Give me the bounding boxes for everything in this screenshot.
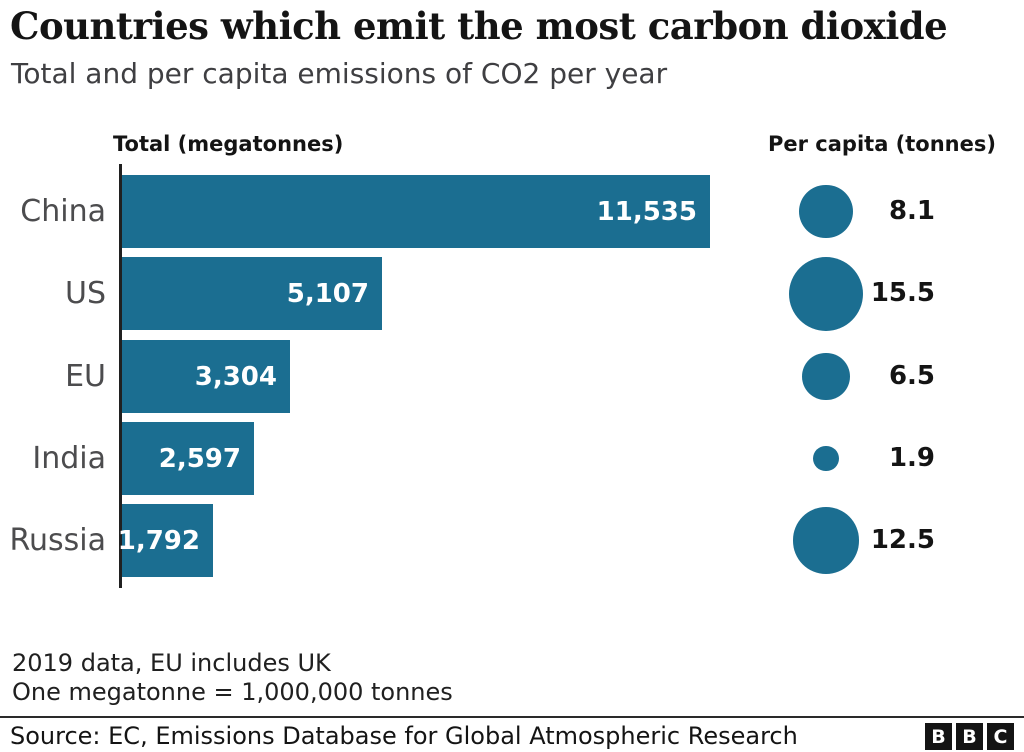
footer-divider xyxy=(0,716,1024,718)
bbc-logo: B B C xyxy=(925,723,1014,750)
percapita-bubble xyxy=(792,507,860,574)
percapita-bubble xyxy=(789,256,863,331)
category-label: US xyxy=(64,276,106,311)
total-bar-value: 3,304 xyxy=(194,361,277,392)
total-bar-value: 11,535 xyxy=(596,196,697,227)
y-axis-line xyxy=(119,164,122,588)
percapita-value: 1.9 xyxy=(888,442,935,473)
page-title: Countries which emit the most carbon dio… xyxy=(10,4,948,48)
total-bar-value: 5,107 xyxy=(286,278,369,309)
footnote-line-1: 2019 data, EU includes UK xyxy=(12,649,331,677)
category-label: EU xyxy=(65,359,106,394)
total-bar: 1,792 xyxy=(118,504,213,577)
category-label: China xyxy=(20,194,106,229)
bbc-logo-letter: B xyxy=(925,723,952,750)
page-subtitle: Total and per capita emissions of CO2 pe… xyxy=(11,57,668,90)
footnotes: 2019 data, EU includes UK One megatonne … xyxy=(12,649,453,707)
category-label: India xyxy=(32,441,106,476)
category-label: Russia xyxy=(9,523,107,558)
percapita-bubble xyxy=(799,184,853,239)
percapita-value: 15.5 xyxy=(870,277,935,308)
total-bar: 3,304 xyxy=(122,340,290,413)
bbc-logo-letter: C xyxy=(987,723,1014,750)
percapita-value: 12.5 xyxy=(870,524,935,555)
percapita-value: 8.1 xyxy=(888,195,935,226)
percapita-bubble xyxy=(813,445,839,472)
bbc-logo-letter: B xyxy=(956,723,983,750)
total-bar: 2,597 xyxy=(122,422,254,495)
total-column-header: Total (megatonnes) xyxy=(113,132,344,156)
total-bar-value: 1,792 xyxy=(117,525,200,556)
footnote-line-2: One megatonne = 1,000,000 tonnes xyxy=(12,678,453,706)
percapita-bubble xyxy=(802,352,850,401)
total-bar-value: 2,597 xyxy=(158,443,241,474)
total-bar: 11,535 xyxy=(122,175,710,248)
percapita-column-header: Per capita (tonnes) xyxy=(768,132,996,156)
total-bar: 5,107 xyxy=(122,257,382,330)
source-text: Source: EC, Emissions Database for Globa… xyxy=(10,722,798,750)
percapita-value: 6.5 xyxy=(888,360,935,391)
